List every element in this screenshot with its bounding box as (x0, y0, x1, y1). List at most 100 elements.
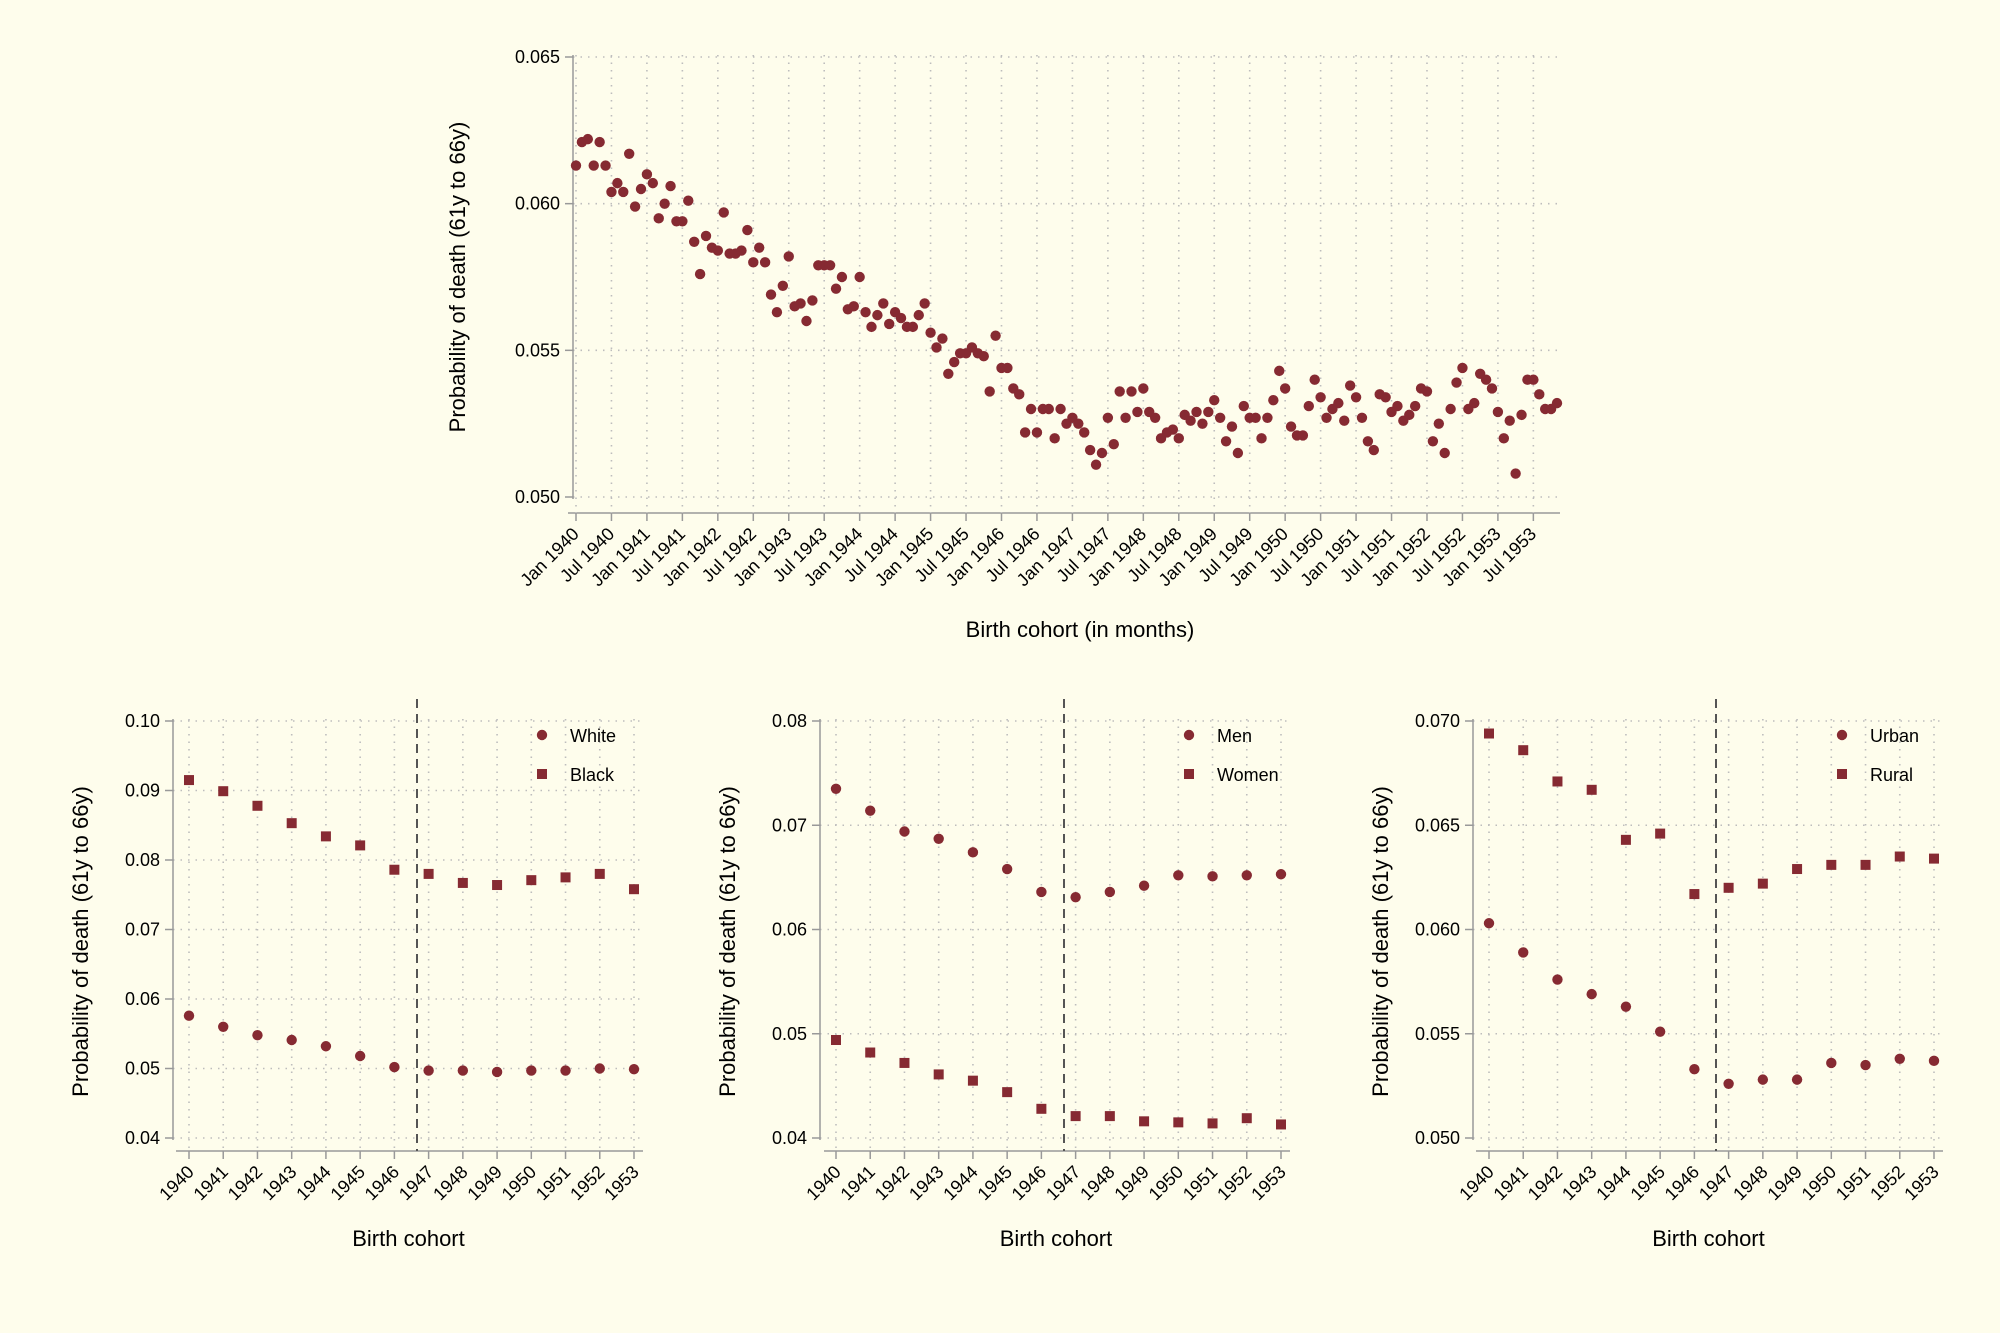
data-point-white (560, 1065, 571, 1076)
data-point (1108, 439, 1119, 450)
data-point-black (218, 786, 229, 797)
data-point (807, 295, 818, 306)
chart-race: 0.04 0.05 0.06 0.07 0.08 0.09 0.10 194019411942… (68, 699, 643, 1251)
data-point (1297, 430, 1309, 441)
data-point (1250, 412, 1261, 423)
y-tick-label: 0.04 (125, 1128, 160, 1148)
data-point (1392, 400, 1403, 412)
data-point (1551, 397, 1563, 409)
x-tick-label: 1941 (1490, 1162, 1532, 1204)
data-point-men (1207, 871, 1218, 882)
data-point-urban (1791, 1074, 1803, 1085)
data-point-urban (1586, 988, 1597, 1000)
data-point (913, 309, 924, 321)
data-point (606, 186, 617, 198)
data-point (907, 321, 919, 333)
y-tick-label: 0.050 (1415, 1128, 1460, 1148)
data-point (860, 307, 871, 318)
data-point (1126, 386, 1137, 397)
data-point (1274, 365, 1285, 377)
data-point-white (628, 1063, 640, 1075)
x-tick-label: 1946 (1661, 1162, 1703, 1204)
data-point (1315, 392, 1326, 403)
x-tick-label: 1946 (1008, 1162, 1050, 1204)
data-point (1079, 427, 1090, 438)
data-point-women (865, 1047, 876, 1058)
x-tick-label: 1944 (939, 1162, 981, 1204)
data-point (1197, 418, 1208, 429)
x-tick-label: 1953 (1900, 1162, 1942, 1204)
y-tick-label: 0.09 (125, 781, 160, 801)
data-point (937, 333, 948, 344)
data-point-women (1070, 1111, 1081, 1122)
data-point (718, 207, 729, 218)
x-axis-title: Birth cohort (1000, 1226, 1113, 1251)
data-point (1445, 403, 1456, 415)
y-axis-title: Probability of death (61y to 66y) (445, 122, 470, 433)
data-point-urban (1826, 1057, 1837, 1069)
data-point-women (967, 1075, 978, 1086)
y-tick-label: 0.08 (772, 711, 807, 731)
data-point-urban (1552, 974, 1563, 985)
data-point-men (1275, 869, 1287, 880)
data-point (1504, 415, 1515, 426)
data-point (623, 148, 635, 159)
data-point-women (1139, 1116, 1150, 1127)
x-tick-label: 1943 (1558, 1162, 1600, 1204)
data-point (1534, 389, 1545, 400)
data-point (1185, 415, 1196, 426)
y-tick-label: 0.065 (515, 47, 560, 67)
data-point-black (184, 775, 194, 786)
data-point (801, 315, 812, 327)
data-point (1439, 447, 1450, 459)
data-point (925, 327, 936, 338)
legend-marker-women (1184, 769, 1194, 779)
data-point-black (286, 818, 297, 829)
data-point (1191, 406, 1202, 418)
data-point (1002, 362, 1013, 374)
x-tick-label: 1951 (1179, 1162, 1221, 1204)
data-point (795, 298, 806, 309)
y-tick-label: 0.06 (772, 920, 807, 940)
x-tick-label: 1952 (566, 1162, 608, 1204)
data-point (1404, 409, 1415, 421)
data-point (1114, 386, 1125, 397)
x-tick-label: 1953 (600, 1162, 642, 1204)
legend-label-black: Black (570, 765, 615, 785)
data-point-rural (1689, 889, 1700, 900)
data-point (570, 160, 582, 171)
x-tick-label: 1942 (1524, 1162, 1566, 1204)
data-point (943, 368, 954, 379)
data-point (1167, 424, 1179, 435)
x-tick-label: 1945 (327, 1162, 369, 1204)
y-axis-title: Probability of death (61y to 66y) (715, 786, 740, 1097)
chart-area: 0.0500.0550.0600.0650.070194019411942194… (1368, 699, 1943, 1251)
data-point (1268, 395, 1279, 406)
data-point-black (629, 884, 639, 895)
data-point-men (1070, 891, 1081, 903)
data-point (742, 224, 753, 236)
data-point-men (1241, 870, 1252, 881)
data-point-rural (1620, 834, 1631, 845)
legend-label-women: Women (1217, 765, 1279, 785)
data-point (712, 245, 724, 256)
data-point-white (423, 1065, 434, 1076)
data-point-white (183, 1010, 195, 1021)
data-point (753, 242, 765, 253)
data-point (683, 195, 694, 206)
legend-marker-black (537, 769, 547, 779)
y-tick-label: 0.065 (1415, 815, 1460, 835)
y-tick-label: 0.060 (515, 194, 560, 214)
data-point (1333, 397, 1344, 409)
data-point (1362, 436, 1374, 447)
data-point-rural (1826, 859, 1837, 870)
data-point-men (830, 783, 842, 794)
data-point-urban (1723, 1078, 1734, 1089)
data-point (1090, 459, 1102, 470)
data-point-black (457, 877, 468, 888)
data-point-women (933, 1069, 944, 1080)
data-point (1238, 400, 1249, 412)
data-point (618, 186, 629, 198)
x-tick-label: 1947 (395, 1162, 437, 1204)
